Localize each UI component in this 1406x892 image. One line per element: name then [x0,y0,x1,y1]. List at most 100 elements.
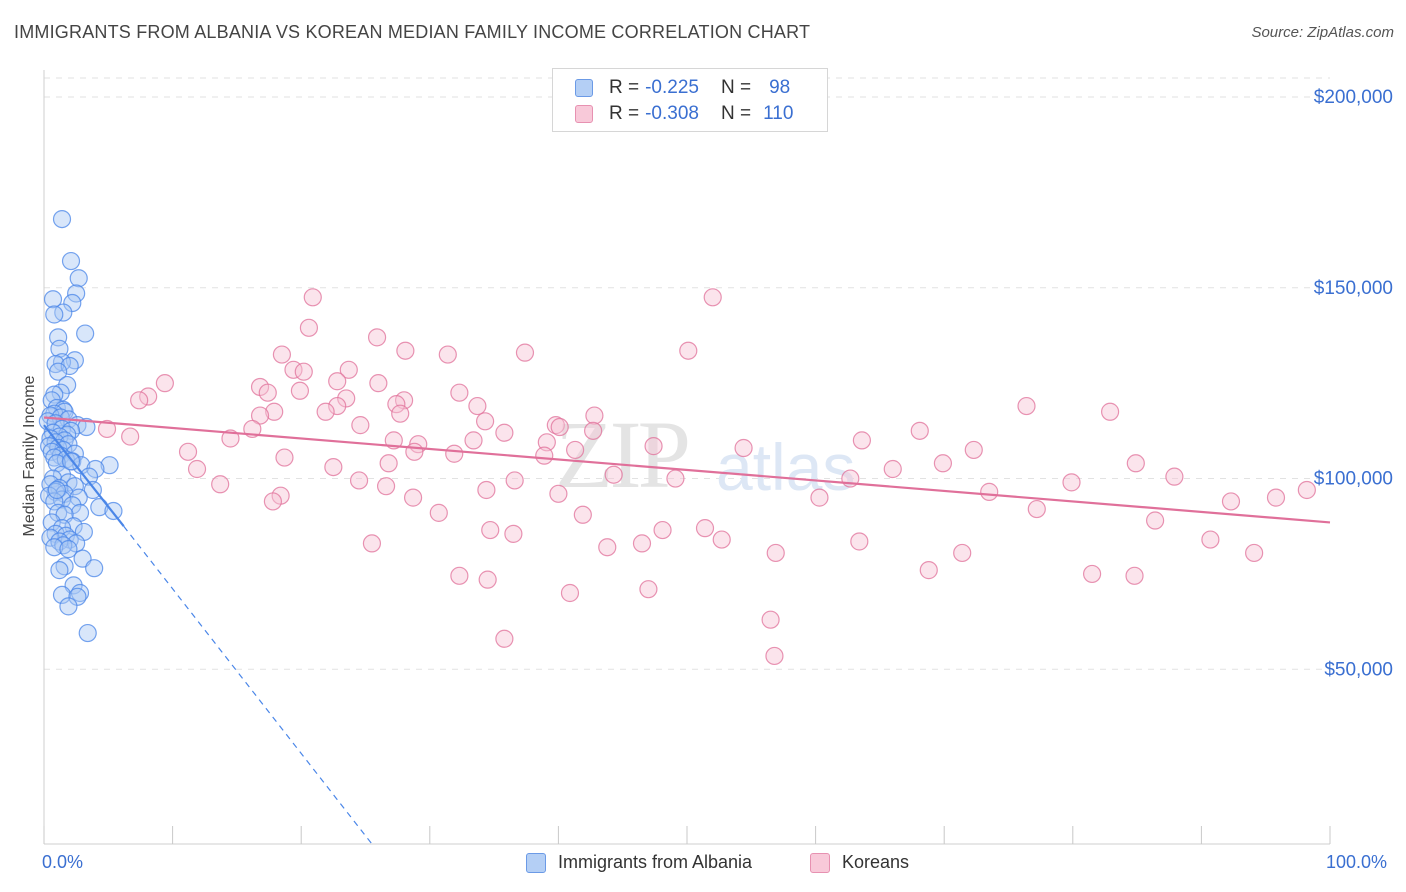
korean-point [1017,396,1036,416]
korean-point [573,505,592,524]
korean-point [1245,543,1264,563]
korean-point [275,448,294,467]
korean-point [653,520,672,540]
legend-row-albania: R = -0.225 N = 98 [575,75,790,101]
grid-lines [44,77,1330,670]
correlation-legend: R = -0.225 N = 98 R = -0.308 N = 110 [552,68,828,132]
albania-point [47,480,66,500]
albania-point [49,503,68,522]
korean-point [883,459,902,479]
korean-point [550,417,569,437]
korean-point [810,488,829,507]
korean-point [1221,492,1241,511]
watermark-atlas: atlas [716,430,855,504]
axes [43,70,1331,845]
legend-row-korean: R = -0.308 N = 110 [575,101,793,127]
korean-point [367,328,387,347]
korean-point [328,396,347,416]
korean-point [850,532,869,551]
korean-point [97,419,117,439]
korean-point [734,438,753,458]
albania-point [67,284,86,303]
korean-point [155,374,174,393]
korean-point [560,583,580,603]
albania-point [43,290,63,309]
korean-point [632,534,652,553]
korean-point [328,372,347,391]
korean-point [445,444,464,463]
albania-point [77,417,96,437]
korean-point [604,465,623,484]
korean-point [515,343,535,362]
source-credit: Source: ZipAtlas.com [1251,24,1394,41]
korean-swatch [575,105,593,123]
korean-n-value: 110 [763,103,794,124]
korean-trend-line [43,416,1331,524]
korean-point [712,530,731,549]
korean-point [495,629,514,648]
albania-point [47,454,66,473]
albania-point [79,467,99,486]
albania-point [58,375,77,395]
korean-point [919,561,938,580]
korean-point [1146,511,1165,530]
y-axis-label: Median Family Income [21,375,38,537]
albania-point [45,492,64,511]
korean-point [644,437,663,456]
korean-point [178,442,198,461]
korean-point [933,454,953,473]
korean-point [549,484,568,503]
korean-r-value: -0.308 [645,103,699,124]
albania-point [76,324,95,343]
korean-point [666,469,685,488]
y-tick-label: $200,000 [1314,87,1393,108]
korean-point [1082,564,1102,584]
korean-point [324,457,343,477]
y-tick-label: $100,000 [1314,469,1393,490]
korean-point [450,383,469,402]
korean-point [299,318,319,337]
legend-albania-swatch [526,852,546,873]
albania-r-label: R = [609,77,640,98]
korean-point [403,488,423,507]
albania-point [54,303,73,322]
legend-item-korean: Koreans [810,852,909,873]
korean-point [450,566,469,585]
korean-point [537,433,556,452]
albania-r-value: -0.225 [645,77,699,98]
korean-point [379,454,398,473]
korean-point [263,492,283,511]
korean-point [272,345,292,364]
korean-point [438,345,457,364]
albania-point [42,513,61,532]
korean-point [464,431,483,450]
korean-point [391,404,410,423]
legend-korean-label: Koreans [842,852,910,872]
korean-point [121,427,140,446]
korean-point [481,520,500,540]
korean-point [475,412,495,431]
albania-point [59,540,78,559]
x-tick-label-left: 0.0% [42,852,84,872]
korean-n-label: N = [720,103,752,124]
albania-point [45,538,64,557]
korean-point [339,360,358,379]
korean-point [290,381,310,400]
albania-point [63,496,82,515]
korean-point [964,440,983,460]
korean-point [1062,473,1081,492]
korean-point [387,395,406,414]
chart-title: IMMIGRANTS FROM ALBANIA VS KOREAN MEDIAN… [14,22,811,42]
korean-point [598,538,617,557]
legend-korean-swatch [810,852,830,873]
albania-point [61,251,81,271]
albania-point [60,356,79,376]
albania-trend-extension [123,525,373,845]
albania-point [78,623,97,643]
korean-point [349,471,369,490]
x-tick-label-right: 100.0% [1326,852,1388,872]
albania-n-value: 98 [769,77,791,98]
legend-item-albania: Immigrants from Albania [526,852,752,873]
watermark-zip: ZIP [555,401,688,508]
